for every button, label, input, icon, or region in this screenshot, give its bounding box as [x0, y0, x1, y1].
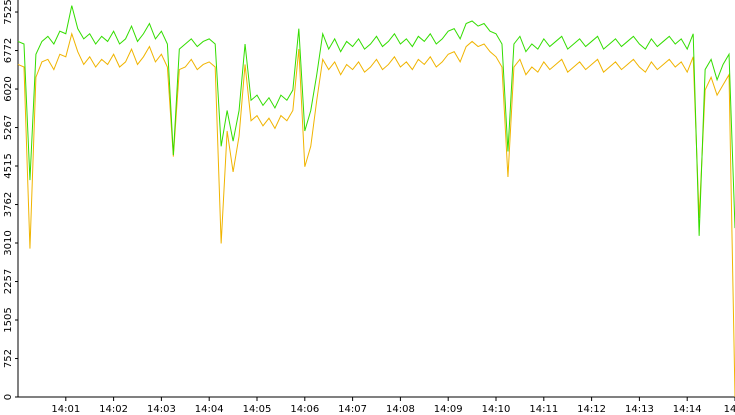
series-line	[17, 32, 735, 398]
y-tick-label: 6772	[3, 38, 14, 63]
y-tick-label: 6020	[3, 76, 14, 101]
series-line	[17, 5, 735, 236]
y-tick-label: 3762	[3, 192, 14, 217]
x-tick-label: 14:08	[386, 404, 415, 415]
x-tick-label: 14	[724, 404, 735, 415]
y-tick-label: 7525	[3, 0, 14, 25]
x-tick-label: 14:10	[482, 404, 511, 415]
x-tick-label: 14:14	[673, 404, 702, 415]
x-tick-label: 14:03	[147, 404, 176, 415]
y-tick-label: 3010	[3, 230, 14, 255]
x-tick-label: 14:09	[434, 404, 463, 415]
x-tick-label: 14:05	[243, 404, 272, 415]
x-tick-label: 14:11	[529, 404, 558, 415]
y-tick-label: 1505	[3, 307, 14, 332]
y-tick-label: 752	[3, 349, 14, 368]
x-tick-label: 14:07	[338, 404, 367, 415]
y-tick-label: 4515	[3, 153, 14, 178]
x-tick-label: 14:02	[99, 404, 128, 415]
x-tick-label: 14:12	[577, 404, 606, 415]
y-tick-label: 2257	[3, 269, 14, 294]
y-tick-label: 5267	[3, 115, 14, 140]
x-tick-label: 14:06	[290, 404, 319, 415]
x-tick-label: 14:13	[625, 404, 654, 415]
x-tick-label: 14:04	[195, 404, 224, 415]
y-tick-label: 0	[3, 394, 14, 400]
x-tick-label: 14:01	[51, 404, 80, 415]
